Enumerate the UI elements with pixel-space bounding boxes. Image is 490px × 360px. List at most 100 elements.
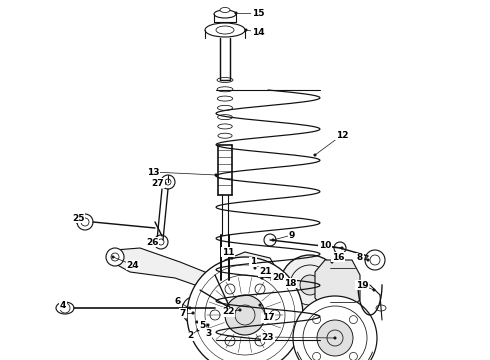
Text: 8: 8 [357,253,363,262]
Circle shape [365,250,385,270]
Ellipse shape [205,23,245,37]
Circle shape [210,310,220,320]
Text: 27: 27 [152,179,164,188]
Circle shape [334,337,336,339]
Circle shape [248,278,262,292]
Circle shape [106,248,124,266]
Circle shape [193,297,199,303]
Circle shape [196,321,198,323]
Circle shape [280,255,340,315]
Circle shape [313,352,320,360]
Ellipse shape [220,8,230,13]
Text: 10: 10 [319,240,331,249]
Text: 11: 11 [222,248,234,257]
Text: 16: 16 [332,252,344,261]
Text: 12: 12 [336,131,348,140]
Circle shape [317,320,353,356]
Circle shape [349,316,357,324]
Text: 22: 22 [222,307,234,316]
Text: 13: 13 [147,167,159,176]
Text: 21: 21 [259,267,271,276]
Text: 17: 17 [262,314,274,323]
Text: 9: 9 [289,230,295,239]
Circle shape [239,309,241,311]
Ellipse shape [214,10,236,18]
Circle shape [269,282,275,288]
Circle shape [270,310,280,320]
Ellipse shape [56,302,74,314]
Circle shape [349,352,357,360]
Polygon shape [112,248,220,292]
Circle shape [259,304,261,306]
Ellipse shape [216,26,234,34]
Circle shape [192,312,194,314]
Circle shape [373,289,375,291]
Circle shape [245,29,247,31]
Circle shape [76,221,78,223]
Text: 5: 5 [199,320,205,329]
Circle shape [314,154,316,156]
Circle shape [207,324,209,326]
Circle shape [313,316,320,324]
Circle shape [264,270,270,276]
Circle shape [261,277,263,279]
Circle shape [161,175,175,189]
Circle shape [341,247,343,249]
Text: 25: 25 [72,213,84,222]
Text: 1: 1 [250,257,256,266]
Circle shape [188,302,204,318]
Circle shape [215,174,217,176]
Circle shape [235,12,237,14]
Text: 20: 20 [272,274,284,283]
Circle shape [233,263,277,307]
Text: 14: 14 [252,27,264,36]
Circle shape [264,234,276,246]
Circle shape [235,282,241,288]
Circle shape [284,283,286,285]
Polygon shape [315,260,360,312]
Text: 18: 18 [284,279,296,288]
Circle shape [254,267,256,269]
Text: 2: 2 [187,332,193,341]
Circle shape [240,294,246,300]
Text: 23: 23 [262,333,274,342]
Circle shape [203,307,209,313]
Circle shape [331,261,333,263]
Text: 7: 7 [180,309,186,318]
Circle shape [264,294,270,300]
Circle shape [225,284,235,294]
Circle shape [252,265,258,271]
Text: 26: 26 [146,238,158,247]
Circle shape [272,239,274,241]
Circle shape [271,279,273,281]
Circle shape [211,301,225,315]
Circle shape [182,296,210,324]
Text: 24: 24 [127,261,139,270]
Text: 4: 4 [60,301,66,310]
Circle shape [187,257,303,360]
Circle shape [189,307,191,309]
Circle shape [231,257,233,259]
Circle shape [197,329,199,331]
Circle shape [240,270,246,276]
Text: 15: 15 [252,9,264,18]
Circle shape [225,295,265,335]
Circle shape [255,284,265,294]
Ellipse shape [376,305,386,311]
Circle shape [367,259,369,261]
Circle shape [183,307,189,313]
Circle shape [293,296,377,360]
Circle shape [112,256,114,258]
Circle shape [164,182,166,184]
Circle shape [255,336,265,346]
Circle shape [252,299,258,305]
Text: 6: 6 [175,297,181,306]
Circle shape [300,275,320,295]
Circle shape [334,242,346,254]
Circle shape [77,214,93,230]
Circle shape [212,277,228,293]
Text: 3: 3 [205,328,211,338]
Circle shape [154,235,168,249]
Polygon shape [225,252,280,315]
Circle shape [225,336,235,346]
